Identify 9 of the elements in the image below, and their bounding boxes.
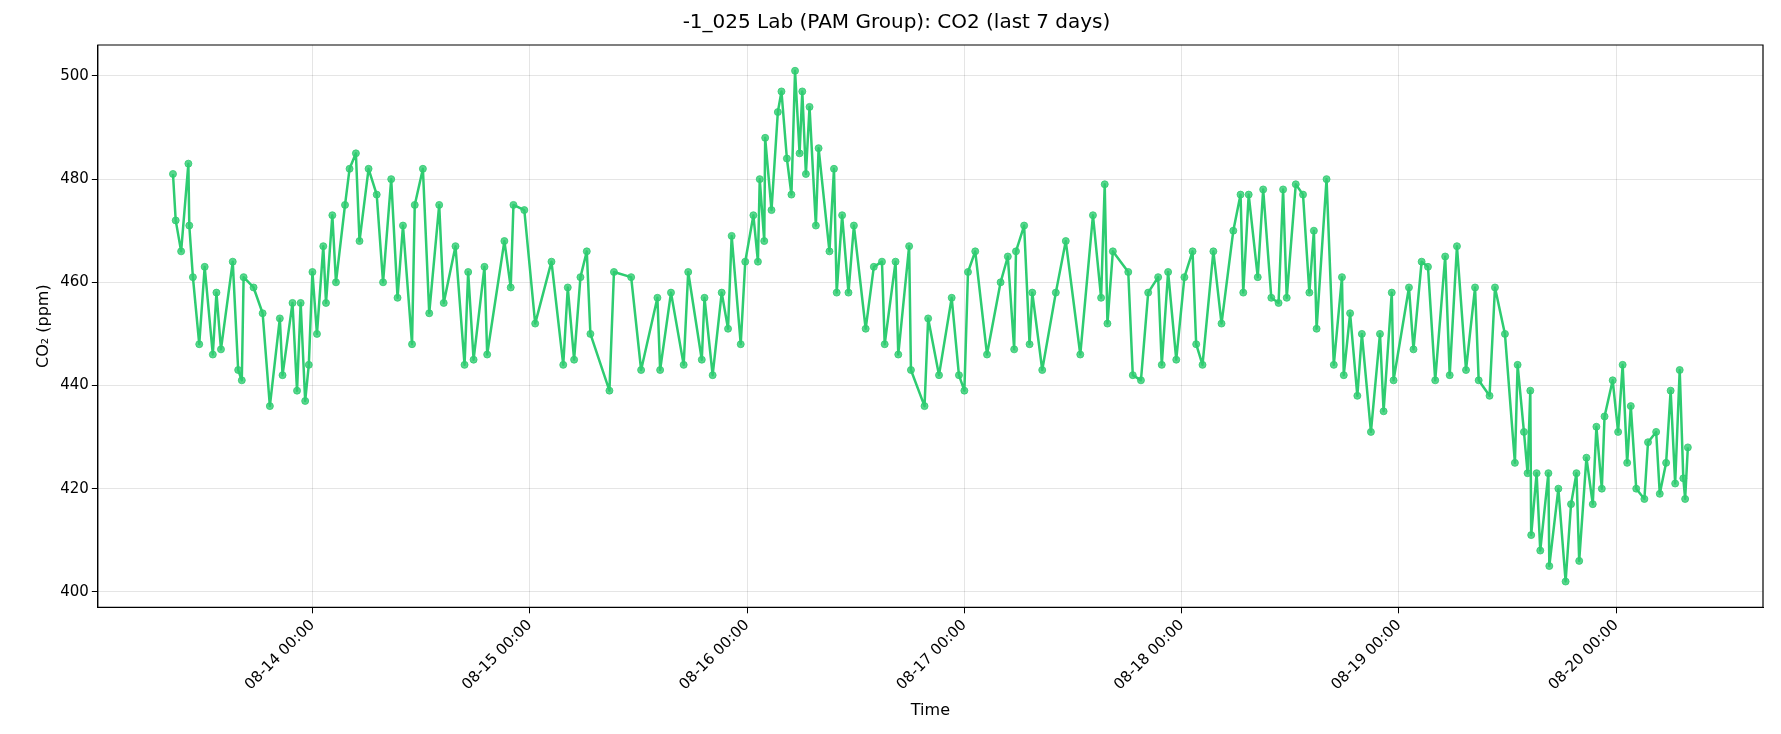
y-tick-label: 500 bbox=[60, 65, 89, 84]
y-axis-title: CO₂ (ppm) bbox=[32, 284, 52, 368]
y-tick-label: 400 bbox=[60, 581, 89, 600]
y-tick-label: 480 bbox=[60, 169, 89, 188]
y-tick-label: 420 bbox=[60, 478, 89, 497]
chart-title: -1_025 Lab (PAM Group): CO2 (last 7 days) bbox=[682, 9, 1111, 34]
y-tick-label: 440 bbox=[60, 375, 89, 394]
y-tick-label: 460 bbox=[60, 272, 89, 291]
x-axis-title: Time bbox=[909, 699, 950, 719]
